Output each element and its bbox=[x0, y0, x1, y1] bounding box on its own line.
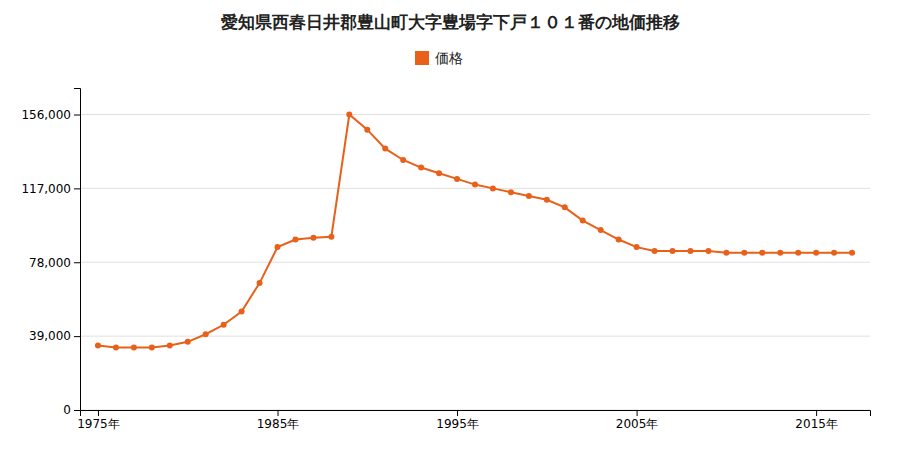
x-tick-label: 1995年 bbox=[436, 417, 479, 431]
grid bbox=[80, 115, 870, 410]
point bbox=[634, 244, 640, 250]
point bbox=[705, 248, 711, 254]
x-tick-mark bbox=[816, 410, 817, 416]
point bbox=[472, 182, 478, 188]
point bbox=[292, 237, 298, 243]
x-tick: 2015年 bbox=[795, 410, 838, 431]
point bbox=[167, 343, 173, 349]
y-tick-mark bbox=[74, 336, 80, 337]
x-tick-mark bbox=[637, 410, 638, 416]
y-tick-mark bbox=[74, 410, 80, 411]
legend: 価格 bbox=[415, 50, 463, 66]
point bbox=[526, 193, 532, 199]
chart: 愛知県西春日井郡豊山町大字豊場字下戸１０１番の地価推移価格1975年1985年1… bbox=[0, 0, 900, 450]
point bbox=[382, 146, 388, 152]
point bbox=[400, 157, 406, 163]
point bbox=[95, 343, 101, 349]
point bbox=[795, 250, 801, 256]
point bbox=[544, 197, 550, 203]
point bbox=[831, 250, 837, 256]
point bbox=[759, 250, 765, 256]
point bbox=[418, 165, 424, 171]
point bbox=[185, 339, 191, 345]
point bbox=[149, 344, 155, 350]
y-tick: 39,000 bbox=[29, 329, 80, 343]
y-axis-line bbox=[74, 89, 81, 411]
point bbox=[257, 280, 263, 286]
marks bbox=[95, 112, 855, 351]
x-tick: 1995年 bbox=[436, 410, 479, 431]
point bbox=[113, 344, 119, 350]
x-tick-label: 2005年 bbox=[616, 417, 659, 431]
line bbox=[98, 115, 852, 348]
point bbox=[203, 331, 209, 337]
x-tick: 2005年 bbox=[616, 410, 659, 431]
y-tick: 156,000 bbox=[21, 108, 80, 122]
point bbox=[723, 250, 729, 256]
y-tick-label: 39,000 bbox=[29, 329, 71, 343]
point bbox=[598, 227, 604, 233]
y-tick-label: 0 bbox=[63, 403, 71, 417]
x-tick-label: 2015年 bbox=[795, 417, 838, 431]
point bbox=[687, 248, 693, 254]
y-tick-mark bbox=[74, 262, 80, 263]
y-axis: 0 39,000 78,000 117,000 156,000 bbox=[21, 89, 80, 418]
grid-line bbox=[80, 114, 870, 115]
point bbox=[562, 204, 568, 210]
point bbox=[454, 176, 460, 182]
point bbox=[275, 244, 281, 250]
point bbox=[346, 112, 352, 118]
y-tick: 78,000 bbox=[29, 256, 80, 270]
x-tick: 1985年 bbox=[257, 410, 300, 431]
point bbox=[310, 235, 316, 241]
x-axis: 1975年 1985年 1995年 2005年 2015年 bbox=[77, 410, 870, 431]
point bbox=[777, 250, 783, 256]
legend-label: 価格 bbox=[435, 50, 463, 66]
point bbox=[221, 322, 227, 328]
legend-swatch bbox=[415, 51, 429, 65]
x-tick-mark bbox=[98, 410, 99, 416]
point bbox=[670, 248, 676, 254]
point bbox=[652, 248, 658, 254]
point bbox=[508, 189, 514, 195]
legend-item: 価格 bbox=[415, 50, 463, 66]
x-tick-label: 1975年 bbox=[77, 417, 120, 431]
point bbox=[364, 127, 370, 133]
y-tick: 0 bbox=[63, 403, 80, 417]
point bbox=[436, 170, 442, 176]
point bbox=[490, 185, 496, 191]
y-tick-label: 78,000 bbox=[29, 256, 71, 270]
x-tick-mark bbox=[278, 410, 279, 416]
x-axis-line bbox=[81, 411, 871, 417]
y-tick-mark bbox=[74, 188, 80, 189]
x-tick-label: 1985年 bbox=[257, 417, 300, 431]
y-tick-mark bbox=[74, 115, 80, 116]
title: 愛知県西春日井郡豊山町大字豊場字下戸１０１番の地価推移 bbox=[221, 12, 680, 32]
y-tick: 117,000 bbox=[21, 182, 80, 196]
point bbox=[131, 344, 137, 350]
plot-area: 1975年 1985年 1995年 2005年 2015年 0 39,000 78,000 11… bbox=[21, 89, 870, 431]
point bbox=[849, 250, 855, 256]
x-tick: 1975年 bbox=[77, 410, 120, 431]
point bbox=[580, 218, 586, 224]
point bbox=[741, 250, 747, 256]
x-tick-mark bbox=[457, 410, 458, 416]
point bbox=[813, 250, 819, 256]
y-tick-label: 117,000 bbox=[21, 182, 71, 196]
point bbox=[239, 309, 245, 315]
grid-line bbox=[80, 262, 870, 263]
point bbox=[616, 237, 622, 243]
point bbox=[328, 234, 334, 240]
grid-line bbox=[80, 188, 870, 189]
y-tick-label: 156,000 bbox=[21, 108, 71, 122]
